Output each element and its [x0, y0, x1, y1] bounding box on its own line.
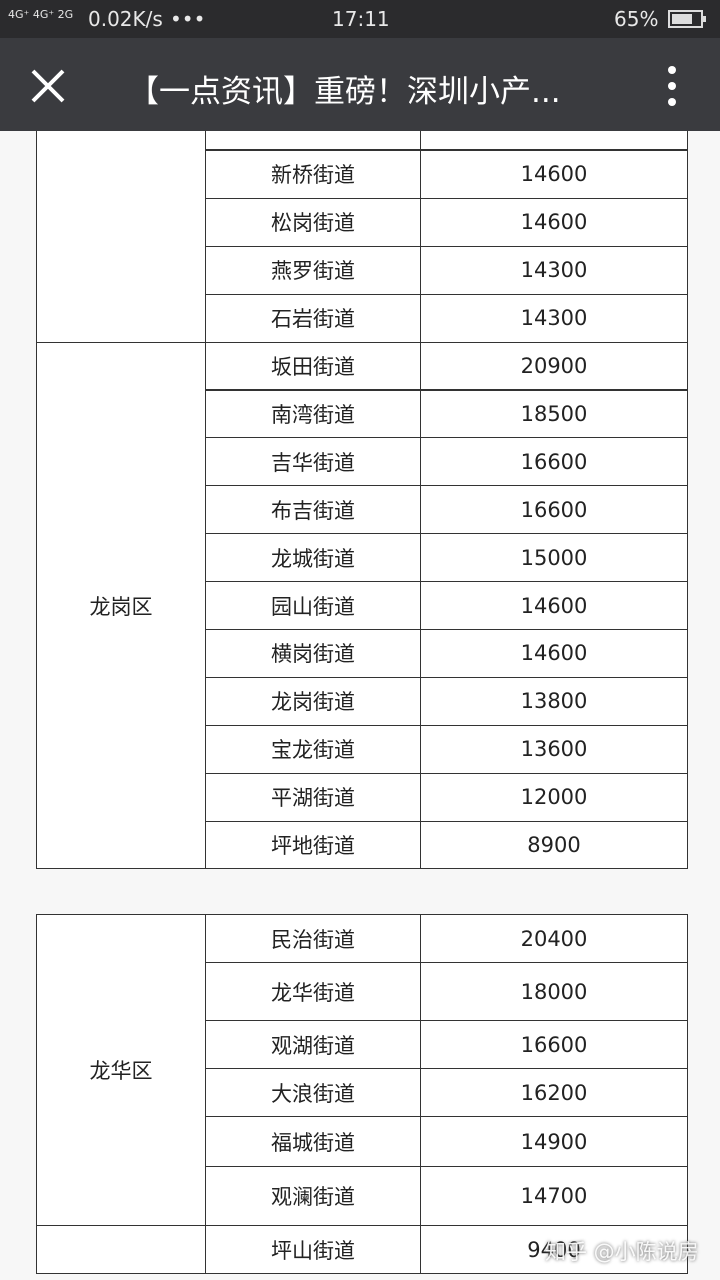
menu-button[interactable] — [662, 64, 682, 108]
close-button[interactable] — [30, 68, 66, 104]
district-cell: 龙华区 — [36, 914, 206, 1226]
price-cell: 14600 — [420, 629, 688, 678]
watermark: 知乎 @小陈说房 — [545, 1240, 699, 1264]
price-cell: 8900 — [420, 820, 688, 870]
street-cell: 宝龙街道 — [205, 724, 421, 774]
price-cell: 18500 — [420, 389, 688, 439]
street-cell: 观湖街道 — [205, 1020, 421, 1069]
street-cell: 石岩街道 — [205, 293, 421, 343]
street-cell: 坪地街道 — [205, 820, 421, 870]
street-cell: 园山街道 — [205, 581, 421, 630]
street-cell: 吉华街道 — [205, 437, 421, 487]
battery-icon — [668, 10, 706, 28]
battery-text: 65% — [614, 7, 659, 31]
price-cell: 16600 — [420, 437, 688, 487]
page-title: 【一点资讯】重磅！深圳小产... — [128, 74, 561, 110]
street-cell: 布吉街道 — [205, 485, 421, 535]
price-cell: 20400 — [420, 914, 688, 963]
price-cell — [420, 131, 688, 150]
price-cell: 13800 — [420, 676, 688, 726]
price-cell: 15000 — [420, 533, 688, 583]
street-cell: 南湾街道 — [205, 389, 421, 439]
street-cell — [205, 131, 421, 150]
street-cell: 坪山街道 — [205, 1225, 421, 1274]
street-cell: 燕罗街道 — [205, 245, 421, 295]
status-bar: 4G⁺ 4G⁺ 2G 0.02K/s ••• 17:11 65% — [0, 0, 720, 38]
street-cell: 民治街道 — [205, 914, 421, 963]
street-cell: 龙城街道 — [205, 533, 421, 583]
price-cell: 14300 — [420, 293, 688, 343]
price-cell: 14700 — [420, 1166, 688, 1226]
price-cell: 13600 — [420, 724, 688, 774]
street-cell: 横岗街道 — [205, 629, 421, 678]
street-cell: 松岗街道 — [205, 197, 421, 247]
dots: ••• — [170, 7, 206, 31]
price-cell: 14900 — [420, 1116, 688, 1167]
price-cell: 16200 — [420, 1068, 688, 1117]
price-cell: 16600 — [420, 1020, 688, 1069]
price-cell: 9400 — [420, 1225, 688, 1274]
price-cell: 14600 — [420, 150, 688, 199]
street-cell: 坂田街道 — [205, 341, 421, 391]
price-cell: 18000 — [420, 962, 688, 1021]
street-cell: 平湖街道 — [205, 772, 421, 822]
article-content: 新桥街道 14600 松岗街道 14600 燕罗街道 14300 石岩街道 14300 坂田街道… — [0, 131, 720, 1280]
street-cell: 福城街道 — [205, 1116, 421, 1167]
street-cell: 新桥街道 — [205, 150, 421, 199]
street-cell: 大浪街道 — [205, 1068, 421, 1117]
district-cell: 龙岗区 — [36, 341, 206, 870]
price-cell: 12000 — [420, 772, 688, 822]
price-cell: 20900 — [420, 341, 688, 391]
title-bar: 【一点资讯】重磅！深圳小产... — [0, 38, 720, 131]
price-cell: 14600 — [420, 581, 688, 630]
speed: 0.02K/s — [88, 7, 163, 31]
district-cell — [36, 1225, 206, 1274]
street-cell: 龙岗街道 — [205, 676, 421, 726]
price-cell: 14300 — [420, 245, 688, 295]
street-cell: 观澜街道 — [205, 1166, 421, 1226]
street-cell: 龙华街道 — [205, 962, 421, 1021]
district-cell — [36, 131, 206, 343]
price-cell: 14600 — [420, 197, 688, 247]
network: 4G⁺ 4G⁺ 2G — [8, 8, 74, 21]
time: 17:11 — [332, 7, 390, 31]
price-cell: 16600 — [420, 485, 688, 535]
